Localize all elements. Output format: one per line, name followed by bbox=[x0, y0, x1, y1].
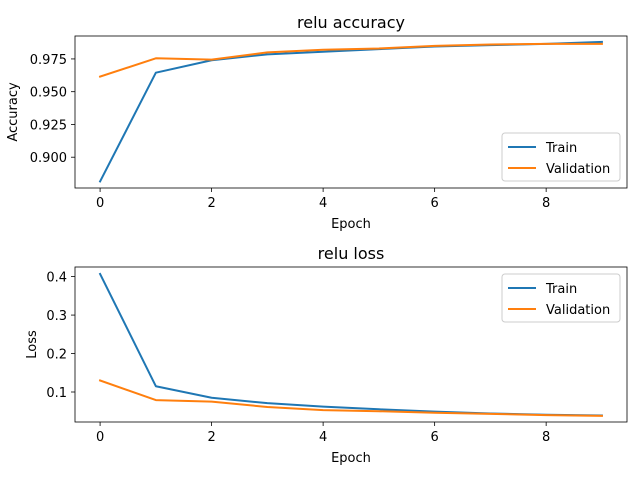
loss-x-tick-label: 8 bbox=[542, 430, 550, 445]
accuracy-x-tick-label: 6 bbox=[430, 196, 438, 211]
accuracy-chart-title: relu accuracy bbox=[297, 13, 405, 32]
loss-legend-train-label: Train bbox=[545, 282, 577, 297]
loss-x-tick-label: 2 bbox=[207, 430, 215, 445]
loss-y-tick-label: 0.4 bbox=[46, 271, 67, 286]
loss-legend-validation-label: Validation bbox=[546, 303, 610, 318]
loss-series-validation-line bbox=[98, 379, 603, 417]
loss-axes-frame bbox=[74, 266, 628, 423]
accuracy-legend-validation-label: Validation bbox=[546, 162, 610, 177]
loss-legend: Train Validation bbox=[501, 273, 621, 323]
accuracy-x-axis-label: Epoch bbox=[331, 217, 371, 232]
loss-chart-title: relu loss bbox=[318, 244, 385, 263]
accuracy-y-axis-label: Accuracy bbox=[6, 82, 21, 142]
accuracy-y-tick-label: 0.925 bbox=[30, 118, 67, 133]
loss-y-tick-label: 0.3 bbox=[46, 309, 67, 324]
accuracy-chart: 0 2 4 6 8 0.900 0.925 0.950 0.975 relu accuracy Ep… bbox=[6, 13, 628, 232]
accuracy-x-tick-label: 0 bbox=[96, 196, 104, 211]
accuracy-x-tick-label: 4 bbox=[319, 196, 327, 211]
accuracy-y-tick-label: 0.950 bbox=[30, 86, 67, 101]
accuracy-series-validation-line bbox=[98, 42, 603, 78]
accuracy-x-tick-label: 8 bbox=[542, 196, 550, 211]
accuracy-y-tick-label: 0.975 bbox=[30, 53, 67, 68]
accuracy-legend: Train Validation bbox=[501, 132, 621, 182]
loss-x-tick-label: 0 bbox=[96, 430, 104, 445]
loss-x-tick-label: 4 bbox=[319, 430, 327, 445]
loss-x-tick-label: 6 bbox=[430, 430, 438, 445]
accuracy-x-tick-label: 2 bbox=[207, 196, 215, 211]
accuracy-legend-train-label: Train bbox=[545, 141, 577, 156]
loss-y-axis-label: Loss bbox=[25, 330, 40, 359]
accuracy-axes-frame bbox=[74, 35, 628, 189]
loss-chart: 0 2 4 6 8 0.1 0.2 0.3 0.4 relu loss Epoch Loss Train… bbox=[25, 244, 628, 466]
accuracy-y-tick-label: 0.900 bbox=[30, 151, 67, 166]
loss-x-axis-label: Epoch bbox=[331, 451, 371, 466]
loss-y-tick-label: 0.1 bbox=[46, 386, 67, 401]
loss-y-tick-label: 0.2 bbox=[46, 348, 67, 363]
